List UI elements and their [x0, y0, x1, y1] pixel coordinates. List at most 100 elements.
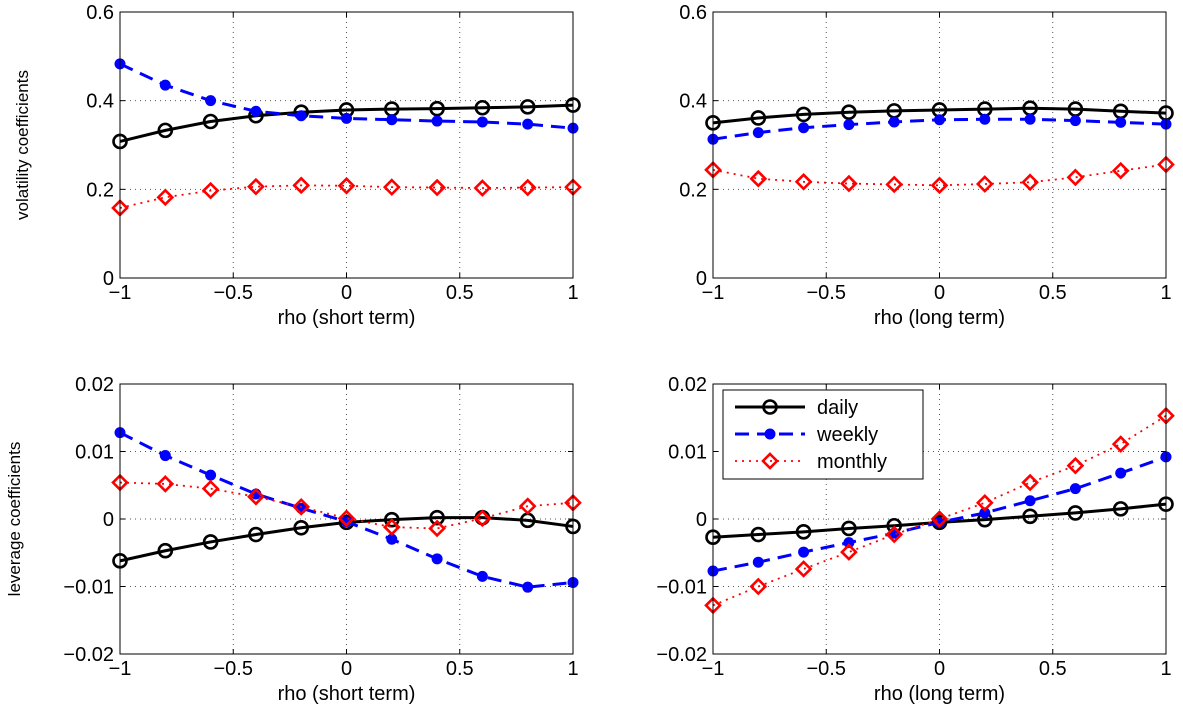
data-point-weekly [205, 95, 217, 107]
legend-label-monthly: monthly [817, 451, 887, 473]
data-point-monthly [292, 176, 311, 195]
data-point-monthly [337, 176, 356, 195]
legend-box [722, 389, 924, 480]
data-point-daily [1067, 505, 1084, 521]
x-tick-label: −1 [109, 658, 132, 680]
data-point-weekly [934, 114, 945, 126]
plot-area [713, 12, 1166, 278]
data-point-daily [248, 526, 264, 543]
x-tick-label: 0 [934, 282, 945, 304]
x-tick-label: 1 [567, 282, 578, 304]
data-point-monthly [1066, 168, 1085, 187]
data-point-daily [157, 122, 174, 139]
data-point-weekly [159, 79, 171, 91]
data-point-monthly [292, 498, 311, 516]
data-point-monthly [473, 509, 492, 528]
data-point-weekly [431, 115, 443, 127]
data-point-weekly [843, 537, 855, 549]
data-point-daily [750, 526, 767, 543]
series-monthly [111, 176, 582, 217]
data-point-monthly [382, 178, 401, 196]
data-point-monthly [749, 577, 768, 596]
data-point-weekly [843, 119, 855, 131]
y-tick-label: −0.02 [656, 644, 707, 666]
data-point-weekly [979, 507, 991, 519]
data-point-weekly [1115, 467, 1127, 479]
y-tick-label: 0.2 [679, 179, 707, 201]
data-point-weekly [752, 127, 764, 139]
y-axis-label: volatility coefficients [13, 70, 32, 220]
y-tick-label: 0.02 [668, 374, 707, 396]
data-point-weekly [431, 553, 443, 565]
data-point-daily [202, 534, 219, 550]
x-tick-label: −1 [702, 658, 725, 680]
y-axis-label: leverage coefficients [5, 442, 24, 597]
data-point-weekly [205, 469, 217, 481]
data-point-monthly [337, 509, 356, 528]
data-point-weekly [1115, 116, 1127, 128]
legend: daily weekly monthly [722, 389, 924, 480]
data-point-monthly [247, 177, 265, 196]
data-point-weekly [476, 570, 488, 582]
data-point-weekly [979, 113, 991, 125]
data-point-weekly [250, 105, 262, 117]
data-point-daily [429, 509, 445, 526]
data-point-weekly [476, 116, 488, 128]
data-point-weekly [798, 122, 810, 134]
data-point-weekly [1069, 483, 1081, 495]
x-tick-label: 0.5 [1039, 282, 1067, 304]
x-tick-label: −0.5 [807, 282, 846, 304]
y-tick-label: 0 [103, 268, 114, 290]
data-point-weekly [341, 112, 352, 124]
axes-frame [712, 11, 1167, 279]
series-line-daily [712, 106, 1167, 125]
data-point-monthly [201, 181, 220, 200]
y-tick-label: 0.4 [86, 91, 114, 113]
x-tick-label: 0 [934, 658, 945, 680]
data-point-monthly [201, 479, 220, 498]
legend-label-daily: daily [817, 397, 858, 419]
data-point-daily [202, 113, 219, 130]
y-tick-label: 0.02 [75, 374, 114, 396]
panel-3: −1 −0.5 0 0.5 1 −0.02 −0.01 0 0.01 0.02 rho (short… [5, 374, 582, 705]
y-tick-label: 0.4 [679, 91, 707, 113]
y-tick-label: 0.01 [75, 442, 114, 464]
data-point-daily [429, 100, 445, 117]
data-point-monthly [156, 475, 175, 493]
y-tick-label: 0.6 [679, 2, 707, 24]
data-point-daily [157, 542, 174, 559]
data-point-daily [841, 520, 857, 537]
x-axis-label: rho (long term) [874, 683, 1005, 705]
x-tick-label: 1 [567, 658, 578, 680]
axes-frame [712, 383, 1167, 655]
x-tick-label: 0.5 [1039, 658, 1067, 680]
x-tick-label: −1 [702, 282, 725, 304]
data-point-monthly [1021, 173, 1039, 192]
data-point-monthly [428, 178, 446, 197]
data-point-monthly [930, 510, 949, 528]
data-point-daily [474, 99, 491, 116]
series-line-daily [119, 103, 574, 143]
y-tick-label: −0.01 [656, 577, 707, 599]
legend-label-weekly: weekly [816, 424, 878, 446]
data-point-daily [519, 99, 536, 115]
data-point-daily [841, 104, 857, 120]
data-point-weekly [888, 116, 900, 128]
y-tick-label: 0.2 [86, 179, 114, 201]
x-axis-label: rho (long term) [874, 307, 1005, 329]
x-axis-label: rho (short term) [278, 683, 416, 705]
series-monthly [704, 155, 1175, 195]
y-tick-label: 0.01 [668, 442, 707, 464]
data-point-monthly [1066, 456, 1085, 475]
data-point-weekly [386, 114, 398, 126]
data-point-weekly [295, 110, 307, 122]
x-tick-label: 1 [1160, 282, 1171, 304]
legend-marker-weekly [764, 428, 776, 440]
data-point-daily [338, 514, 355, 531]
series-line-weekly [119, 62, 574, 130]
series-line-monthly [119, 184, 574, 209]
data-point-weekly [1024, 495, 1036, 507]
data-point-daily [383, 511, 400, 528]
data-point-daily [1112, 501, 1129, 517]
